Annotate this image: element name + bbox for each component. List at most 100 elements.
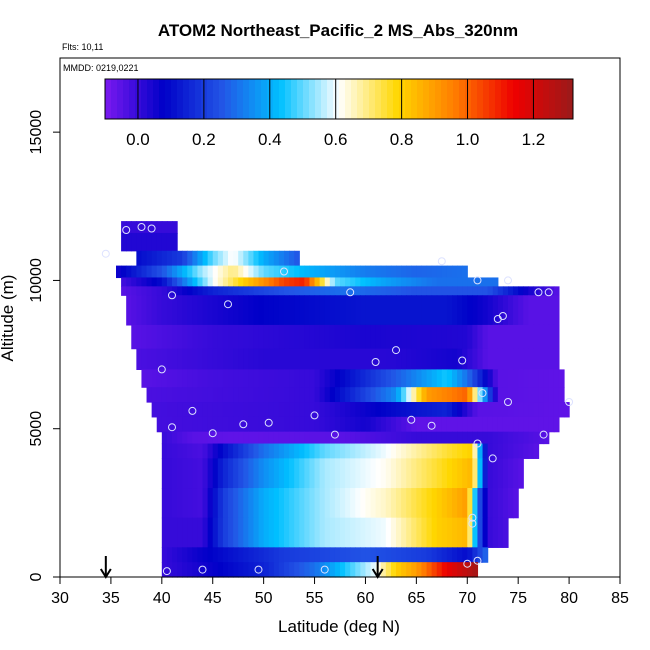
heatmap-cell: [172, 295, 178, 326]
heatmap-cell: [233, 458, 239, 489]
heatmap-cell: [182, 488, 188, 519]
heatmap-cell: [258, 443, 265, 459]
heatmap-cell: [370, 488, 377, 519]
heatmap-cell: [258, 547, 265, 563]
heatmap-cell: [222, 458, 229, 489]
heatmap-cell: [299, 324, 305, 350]
heatmap-cell: [360, 324, 367, 350]
heatmap-cell: [340, 369, 346, 388]
heatmap-cell: [385, 458, 392, 489]
heatmap-cell: [222, 517, 229, 548]
heatmap-cell: [467, 286, 473, 296]
heatmap-cell: [497, 402, 504, 418]
heatmap-cell: [299, 286, 305, 296]
heatmap-cell: [212, 265, 219, 279]
heatmap-cell: [370, 402, 377, 418]
heatmap-cell: [390, 295, 397, 326]
heatmap-cell: [334, 369, 341, 388]
heatmap-cell: [289, 369, 295, 388]
heatmap-cell: [182, 348, 188, 370]
heatmap-cell: [172, 277, 178, 287]
heatmap-cell: [523, 286, 529, 296]
heatmap-cell: [370, 286, 377, 296]
heatmap-cell: [156, 295, 163, 326]
heatmap-cell: [278, 517, 285, 548]
heatmap-cell: [253, 295, 260, 326]
heatmap-cell: [126, 232, 132, 252]
heatmap-cell: [192, 369, 199, 388]
heatmap-cell: [177, 443, 183, 459]
heatmap-cell: [324, 286, 331, 296]
colorbar-swatch: [177, 79, 184, 119]
heatmap-cell: [508, 387, 514, 403]
heatmap-cell: [406, 547, 412, 563]
heatmap-cell: [411, 416, 417, 433]
heatmap-cell: [212, 348, 219, 370]
heatmap-cell: [197, 286, 204, 296]
heatmap-band: [136, 348, 560, 370]
heatmap-cell: [462, 517, 468, 548]
heatmap-cell: [553, 295, 560, 326]
heatmap-cell: [299, 517, 305, 548]
heatmap-cell: [462, 443, 468, 459]
heatmap-cell: [121, 265, 127, 279]
heatmap-cell: [477, 443, 484, 459]
heatmap-cell: [329, 547, 336, 563]
heatmap-cell: [421, 286, 428, 296]
heatmap-cell: [416, 387, 423, 403]
heatmap-cell: [222, 324, 229, 350]
heatmap-cell: [197, 488, 204, 519]
heatmap-cell: [222, 348, 229, 370]
heatmap-cell: [446, 324, 453, 350]
heatmap-cell: [172, 369, 178, 388]
heatmap-cell: [319, 416, 326, 433]
heatmap-cell: [212, 416, 219, 433]
heatmap-cell: [314, 416, 321, 433]
colorbar-swatch: [549, 79, 556, 119]
heatmap-cell: [238, 387, 244, 403]
heatmap-cell: [538, 295, 545, 326]
heatmap-cell: [340, 562, 346, 578]
heatmap-cell: [350, 402, 356, 418]
heatmap-cell: [192, 431, 199, 445]
heatmap-cell: [416, 348, 423, 370]
heatmap-cell: [202, 416, 209, 433]
colorbar-swatch: [339, 79, 346, 119]
heatmap-cell: [146, 286, 153, 296]
heatmap-cell: [355, 547, 361, 563]
heatmap-cell: [304, 348, 311, 370]
heatmap-cell: [446, 387, 453, 403]
heatmap-cell: [273, 443, 280, 459]
heatmap-cell: [416, 369, 423, 388]
heatmap-cell: [166, 348, 173, 370]
heatmap-cell: [187, 295, 193, 326]
heatmap-cell: [497, 286, 504, 296]
heatmap-cell: [355, 458, 361, 489]
heatmap-cell: [406, 416, 412, 433]
heatmap-cell: [406, 265, 412, 279]
heatmap-cell: [324, 277, 331, 287]
heatmap-cell: [192, 458, 199, 489]
heatmap-cell: [452, 324, 458, 350]
heatmap-cell: [452, 431, 458, 445]
heatmap-cell: [533, 295, 540, 326]
heatmap-cell: [238, 431, 244, 445]
heatmap-cell: [533, 416, 540, 433]
heatmap-cell: [401, 348, 407, 370]
heatmap-cell: [370, 431, 377, 445]
heatmap-cell: [370, 517, 377, 548]
heatmap-cell: [304, 387, 311, 403]
heatmap-cell: [421, 324, 428, 350]
heatmap-cell: [492, 369, 499, 388]
heatmap-cell: [136, 250, 143, 267]
heatmap-cell: [278, 286, 285, 296]
heatmap-cell: [406, 488, 412, 519]
heatmap-cell: [396, 277, 402, 287]
heatmap-cell: [146, 369, 153, 388]
heatmap-cell: [441, 277, 448, 287]
heatmap-cell: [523, 369, 529, 388]
heatmap-cell: [406, 387, 412, 403]
heatmap-cell: [482, 443, 489, 459]
heatmap-cell: [202, 324, 209, 350]
heatmap-cell: [467, 416, 473, 433]
